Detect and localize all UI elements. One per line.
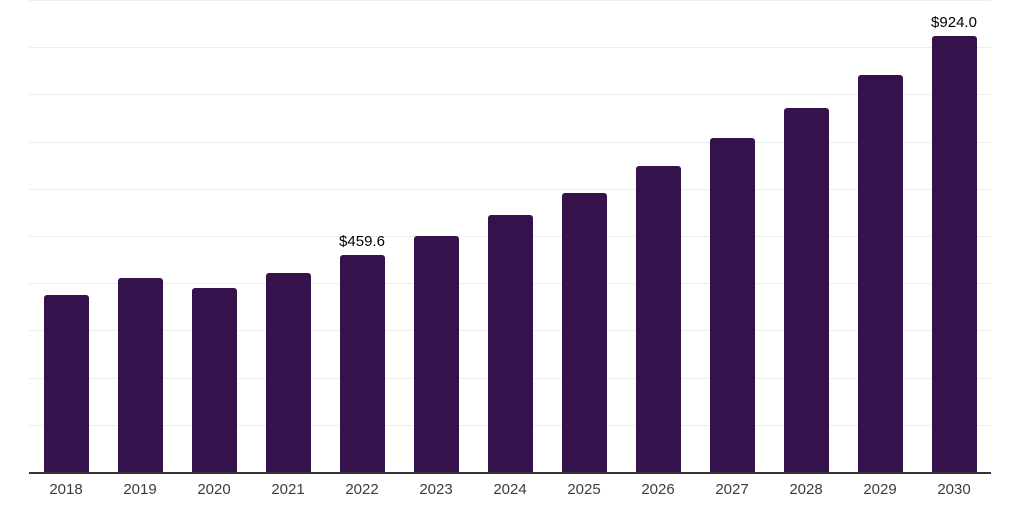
x-axis-line [29,472,991,474]
bar-band-2029 [843,0,917,472]
gridline [29,142,991,143]
bar-2027 [709,138,755,472]
bar-2025 [561,193,607,472]
bar-band-2018 [29,0,103,472]
gridline [29,94,991,95]
bar-2022: $459.6 [339,233,385,472]
bar-2020 [191,288,237,472]
x-tick-label-2020: 2020 [197,481,231,498]
bar-2021 [265,273,311,472]
gridline [29,189,991,190]
x-tick-label-2024: 2024 [493,481,527,498]
bar-band-2030: $924.0 [917,0,991,472]
x-tick-label-2021: 2021 [271,481,305,498]
bar-band-2021 [251,0,325,472]
x-tick-label-2022: 2022 [345,481,379,498]
bar-band-2023 [399,0,473,472]
x-tick-label-2027: 2027 [715,481,749,498]
bar-2029 [857,75,903,472]
bar-band-2020 [177,0,251,472]
x-tick-label-2029: 2029 [863,481,897,498]
x-tick-label-2023: 2023 [419,481,453,498]
gridline [29,0,991,1]
bar-2030: $924.0 [931,14,977,472]
bar-band-2022: $459.6 [325,0,399,472]
x-tick-label-2028: 2028 [789,481,823,498]
x-tick-label-2030: 2030 [937,481,971,498]
bar-2028 [783,108,829,472]
x-tick-label-2019: 2019 [123,481,157,498]
bar-2023 [413,236,459,472]
x-tick-label-2018: 2018 [49,481,83,498]
x-tick-label-2025: 2025 [567,481,601,498]
bar-2026 [635,166,681,472]
bar-2018 [43,295,89,472]
x-axis-tick-labels: 2018 2019 2020 2021 2022 2023 2024 2025 2026 2027… [29,481,991,498]
bar-band-2026 [621,0,695,472]
bar-band-2028 [769,0,843,472]
bars-container: $459.6 $924.0 [29,0,991,472]
bar-band-2019 [103,0,177,472]
bar-band-2025 [547,0,621,472]
x-tick-label-2026: 2026 [641,481,675,498]
gridline [29,47,991,48]
bar-value-label-2022: $459.6 [339,233,385,250]
bar-band-2024 [473,0,547,472]
bar-2024 [487,215,533,472]
bar-2019 [117,278,163,472]
bar-band-2027 [695,0,769,472]
plot-area: $459.6 $924.0 [29,0,991,474]
bar-value-label-2030: $924.0 [931,14,977,31]
